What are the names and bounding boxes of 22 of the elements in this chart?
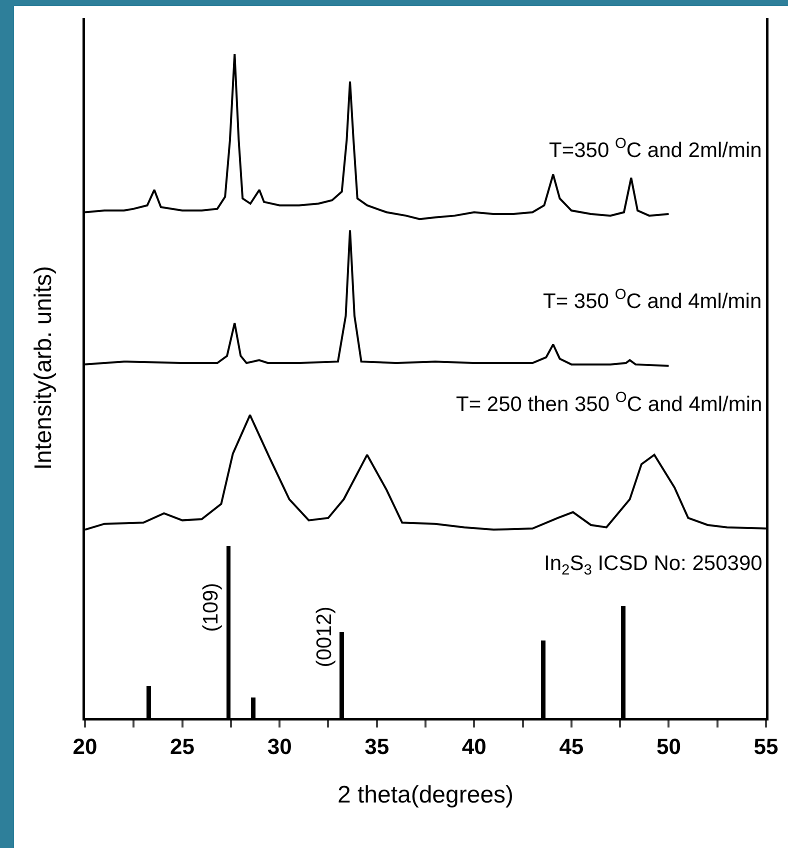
annotation: (109) — [199, 582, 222, 632]
x-tick-label: 40 — [462, 734, 486, 759]
series-label: T=350 $^{O}$C and 2ml/min — [549, 136, 762, 162]
bar — [251, 697, 256, 718]
annotation: (0012) — [313, 606, 336, 668]
series-label: T= 350 $^{O}$C and 4ml/min — [543, 287, 762, 313]
x-tick-label: 25 — [170, 734, 195, 759]
bar — [541, 640, 546, 718]
bar — [226, 546, 231, 718]
text: In$_{2}$S$_{3}$ ICSD No: 250390 — [544, 552, 762, 578]
x-tick-label: 45 — [559, 734, 584, 759]
x-tick-label: 20 — [72, 734, 98, 759]
y-axis-title: Intensity(arb. units) — [30, 266, 58, 470]
x-tick-label: 50 — [656, 734, 681, 759]
x-tick-label: 35 — [364, 734, 390, 759]
x-tick-label: 30 — [267, 734, 292, 759]
x-axis-title: 2 theta(degrees) — [337, 781, 514, 808]
text: T= 250 then 350 $^{O}$C and 4ml/min — [456, 390, 762, 416]
bar — [340, 632, 344, 718]
bar — [146, 686, 151, 718]
bar — [621, 606, 626, 718]
x-tick-label: 55 — [754, 734, 778, 759]
